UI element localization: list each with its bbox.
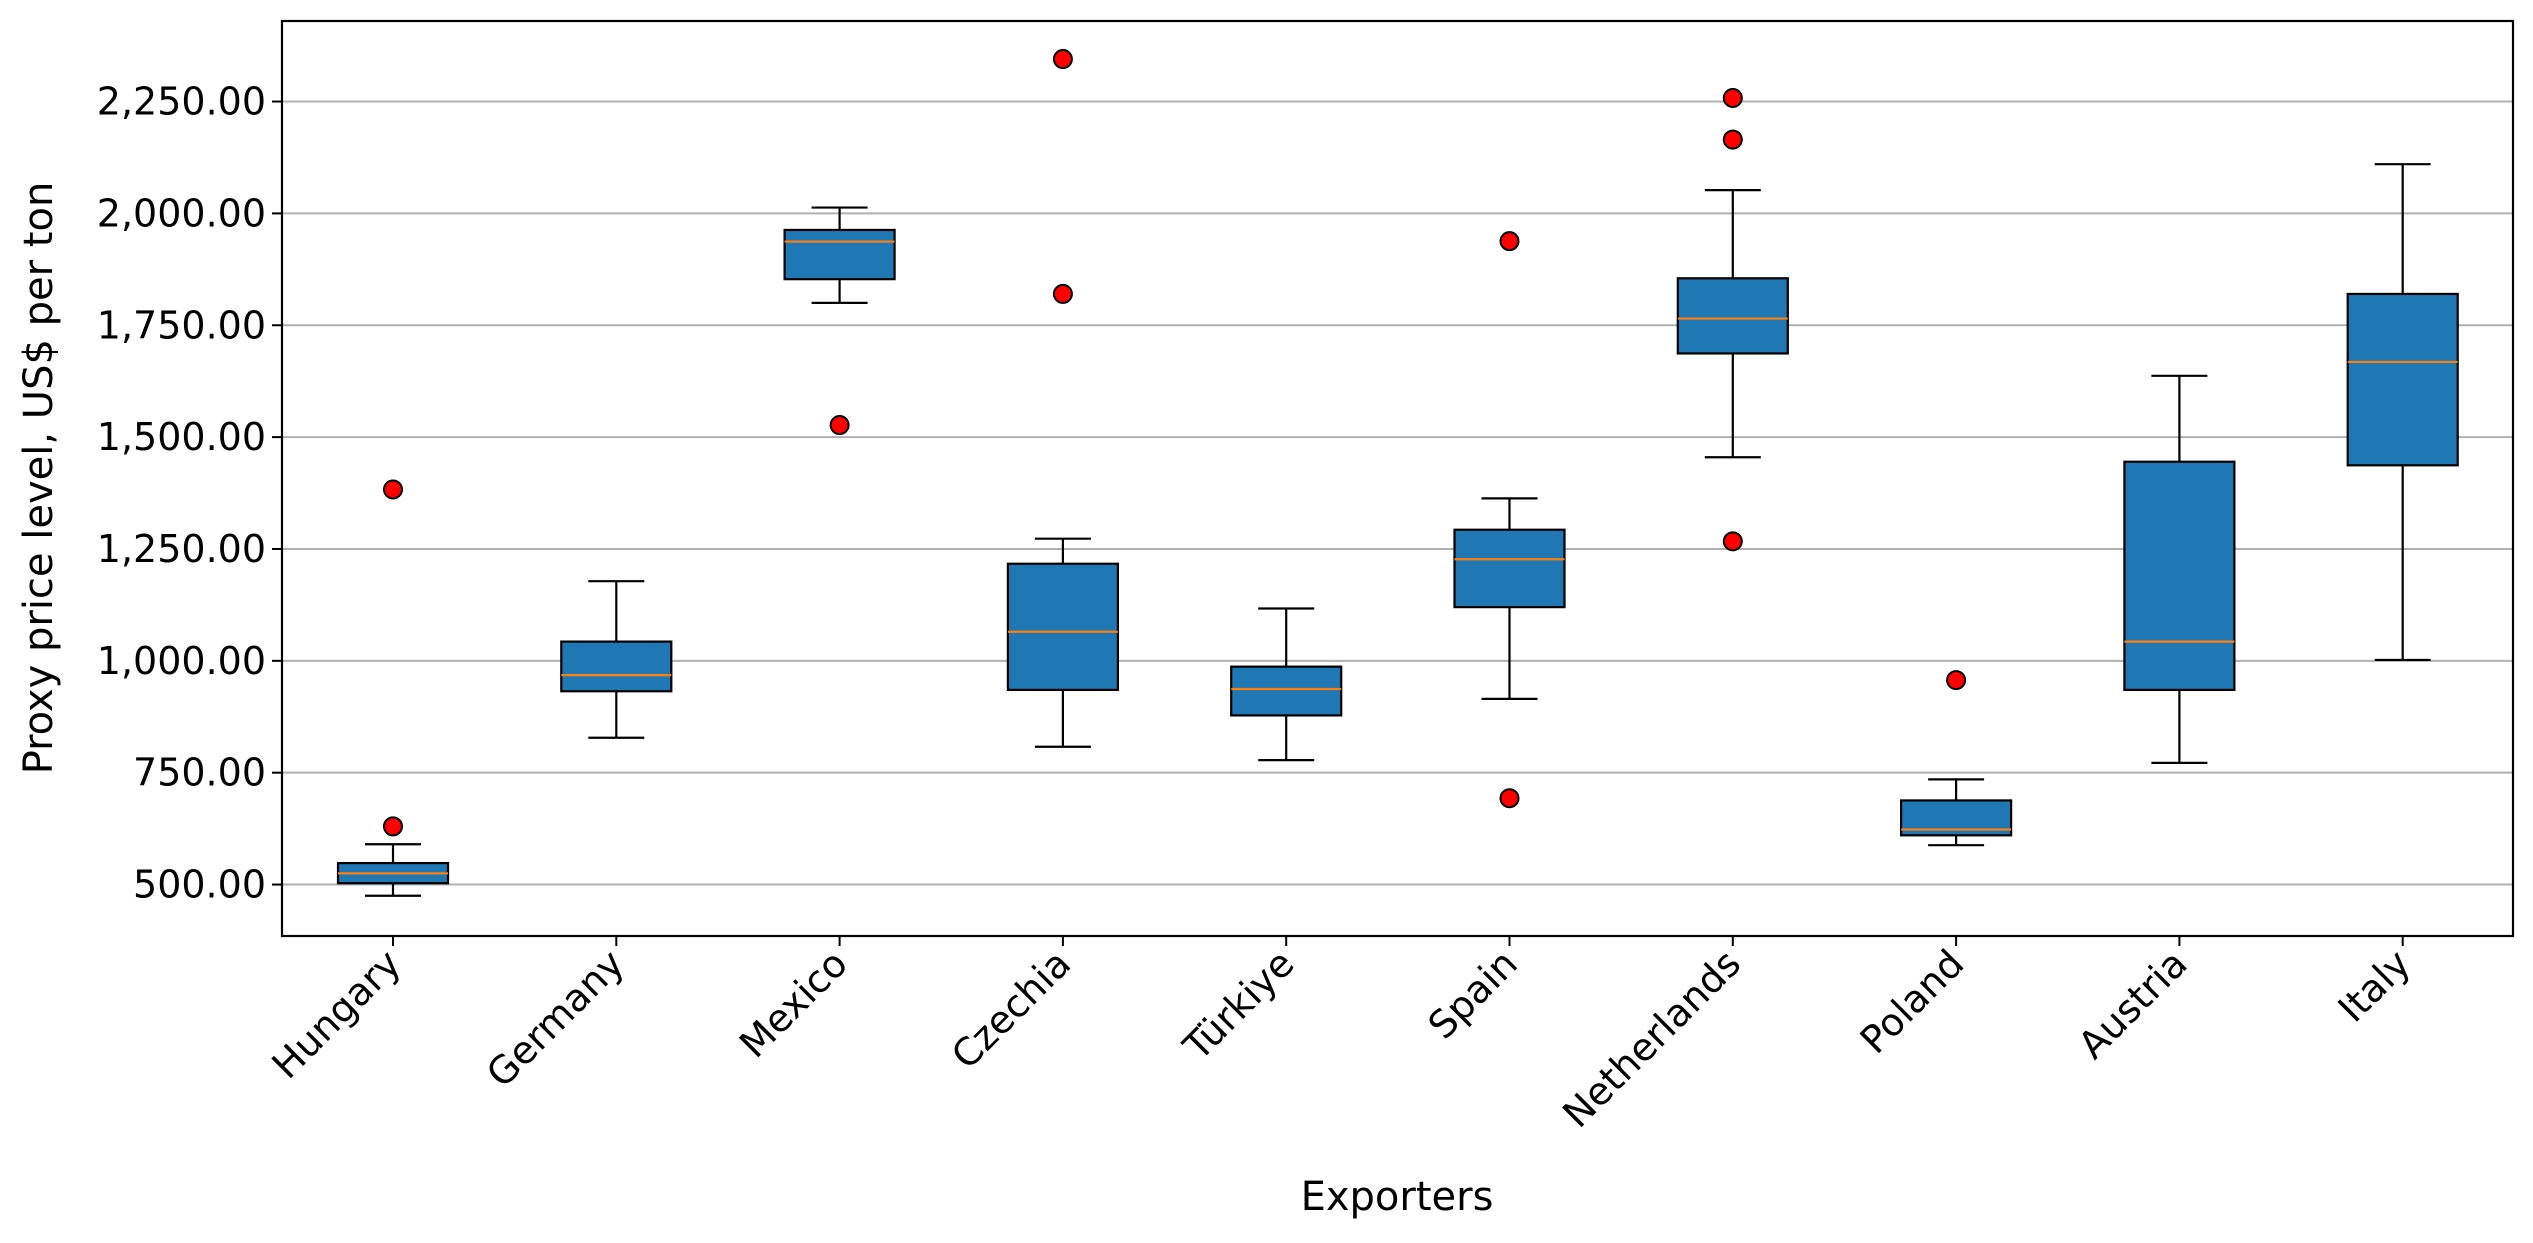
x-axis-title: Exporters (1301, 1174, 1494, 1220)
box-iqr (1006, 562, 1120, 692)
y-tick-label: 1,750.00 (97, 303, 266, 347)
box-iqr (560, 640, 673, 693)
outlier-point (1722, 129, 1743, 150)
y-tick-label: 2,000.00 (97, 191, 266, 235)
boxes (336, 49, 2459, 897)
y-axis-title: Proxy price level, US$ per ton (16, 182, 62, 775)
box-group-czechia (1006, 49, 1120, 748)
outlier-point (383, 816, 403, 837)
box-iqr (783, 228, 896, 281)
y-tick-label: 1,000.00 (97, 639, 266, 683)
box-iqr (2123, 460, 2236, 692)
box-group-hungary (336, 479, 450, 897)
y-tick-label: 1,250.00 (97, 527, 266, 571)
box-iqr (1230, 665, 1343, 717)
outlier-point (1499, 231, 1520, 252)
box-group-türkiye (1230, 607, 1343, 762)
y-tick-label: 1,500.00 (97, 415, 266, 459)
outlier-point (829, 415, 850, 436)
outlier-point (383, 479, 403, 500)
box-group-austria (2123, 374, 2236, 764)
outlier-point (1946, 670, 1967, 691)
outlier-point (1052, 283, 1073, 304)
plot-frame (280, 19, 2515, 938)
outlier-point (1722, 531, 1743, 552)
outlier-point (1722, 87, 1743, 108)
y-tick-label: 500.00 (133, 863, 266, 907)
outlier-point (1499, 788, 1520, 809)
box-iqr (1453, 528, 1566, 609)
box-group-germany (560, 580, 673, 739)
box-iqr (1676, 277, 1789, 355)
y-tick-label: 750.00 (133, 751, 266, 795)
box-group-italy (2346, 163, 2459, 662)
box-group-poland (1899, 670, 2013, 847)
y-tick-label: 2,250.00 (97, 80, 266, 124)
box-iqr (2346, 292, 2459, 467)
box-group-netherlands (1676, 87, 1789, 552)
box-group-mexico (783, 206, 896, 436)
y-axis: 500.00 750.00 1,000.00 1,250.00 1,500.00 1,75… (97, 80, 282, 907)
box-group-spain (1453, 231, 1566, 809)
outlier-point (1052, 49, 1073, 70)
